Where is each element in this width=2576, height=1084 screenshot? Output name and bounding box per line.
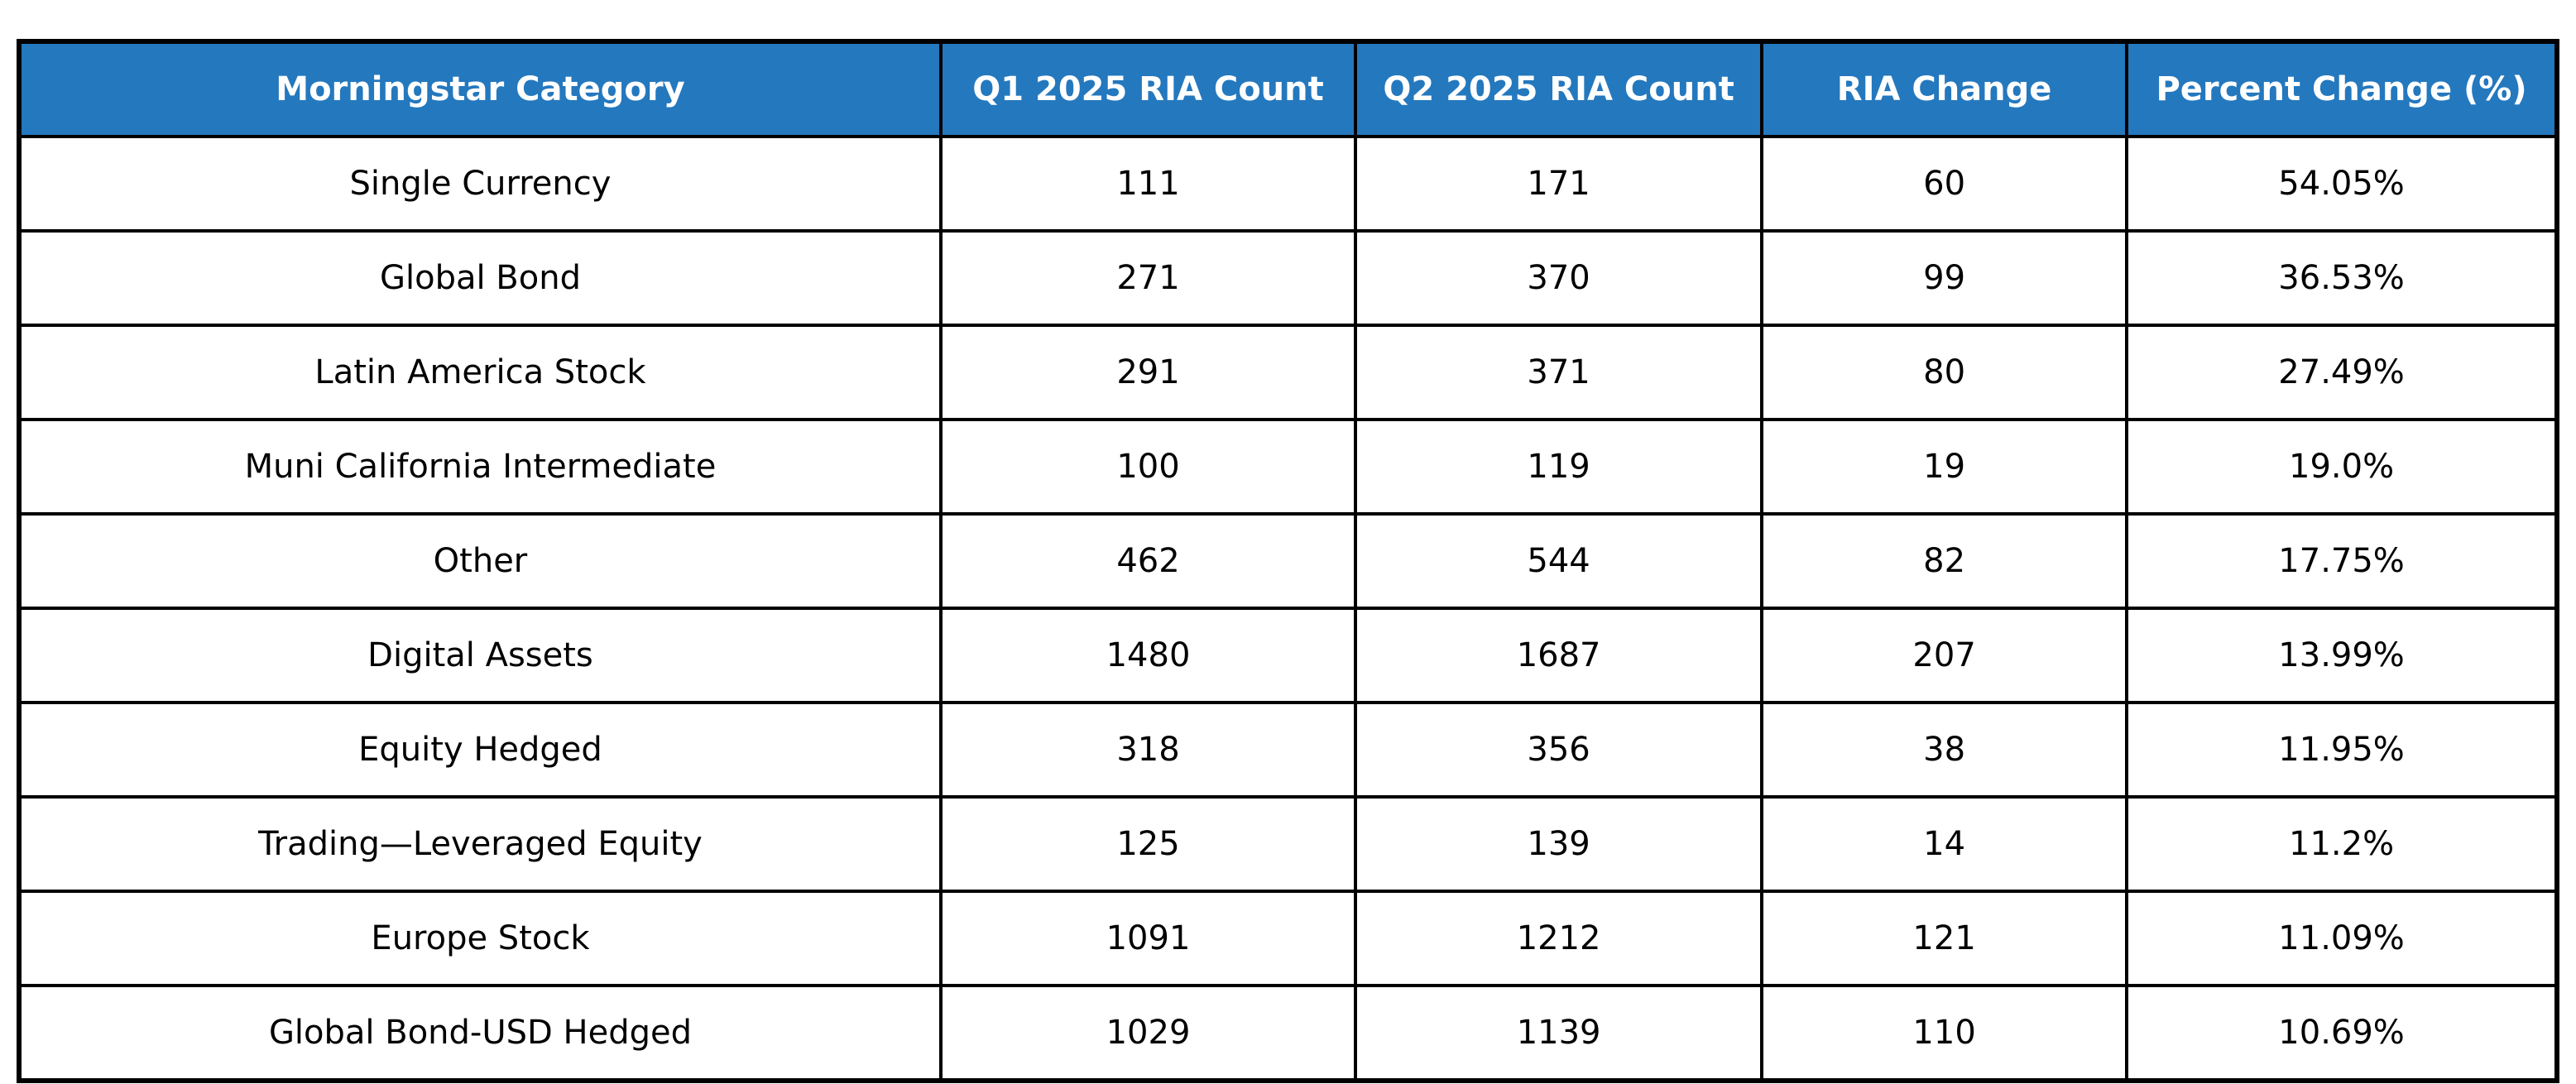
value-cell: 121: [1760, 890, 2129, 987]
category-cell: Other: [17, 512, 943, 610]
value-cell: 54.05%: [2125, 135, 2559, 233]
value-cell: 110: [1760, 984, 2129, 1082]
value-cell: 1029: [938, 984, 1358, 1082]
table-row: Latin America Stock 291 371 80 27.49%: [17, 324, 2559, 421]
value-cell: 38: [1760, 701, 2129, 799]
category-cell: Digital Assets: [17, 607, 943, 704]
table-row: Other 462 544 82 17.75%: [17, 512, 2559, 610]
value-cell: 111: [938, 135, 1358, 233]
value-cell: 371: [1354, 324, 1764, 421]
value-cell: 11.95%: [2125, 701, 2559, 799]
value-cell: 100: [938, 418, 1358, 516]
value-cell: 544: [1354, 512, 1764, 610]
table-row: Trading—Leveraged Equity 125 139 14 11.2%: [17, 795, 2559, 893]
value-cell: 1212: [1354, 890, 1764, 987]
category-cell: Single Currency: [17, 135, 943, 233]
value-cell: 11.09%: [2125, 890, 2559, 987]
column-header: Q2 2025 RIA Count: [1354, 40, 1764, 138]
value-cell: 36.53%: [2125, 229, 2559, 327]
value-cell: 125: [938, 795, 1358, 893]
table-row: Digital Assets 1480 1687 207 13.99%: [17, 607, 2559, 704]
value-cell: 207: [1760, 607, 2129, 704]
value-cell: 462: [938, 512, 1358, 610]
category-cell: Europe Stock: [17, 890, 943, 987]
table-row: Global Bond-USD Hedged 1029 1139 110 10.69%: [17, 984, 2559, 1082]
value-cell: 1687: [1354, 607, 1764, 704]
value-cell: 356: [1354, 701, 1764, 799]
value-cell: 291: [938, 324, 1358, 421]
value-cell: 1091: [938, 890, 1358, 987]
value-cell: 10.69%: [2125, 984, 2559, 1082]
value-cell: 99: [1760, 229, 2129, 327]
value-cell: 17.75%: [2125, 512, 2559, 610]
table-row: Equity Hedged 318 356 38 11.95%: [17, 701, 2559, 799]
column-header: Percent Change (%): [2125, 40, 2559, 138]
ria-count-table: Morningstar Category Q1 2025 RIA Count Q2 …: [17, 39, 2559, 1083]
value-cell: 370: [1354, 229, 1764, 327]
column-header: RIA Change: [1760, 40, 2129, 138]
value-cell: 82: [1760, 512, 2129, 610]
value-cell: 13.99%: [2125, 607, 2559, 704]
table-row: Europe Stock 1091 1212 121 11.09%: [17, 890, 2559, 987]
category-cell: Global Bond-USD Hedged: [17, 984, 943, 1082]
value-cell: 14: [1760, 795, 2129, 893]
value-cell: 119: [1354, 418, 1764, 516]
value-cell: 19: [1760, 418, 2129, 516]
value-cell: 318: [938, 701, 1358, 799]
category-cell: Muni California Intermediate: [17, 418, 943, 516]
table-row: Muni California Intermediate 100 119 19 19.0…: [17, 418, 2559, 516]
column-header: Q1 2025 RIA Count: [938, 40, 1358, 138]
table-header-row: Morningstar Category Q1 2025 RIA Count Q2 …: [17, 40, 2559, 138]
value-cell: 171: [1354, 135, 1764, 233]
value-cell: 11.2%: [2125, 795, 2559, 893]
category-cell: Equity Hedged: [17, 701, 943, 799]
value-cell: 19.0%: [2125, 418, 2559, 516]
category-cell: Trading—Leveraged Equity: [17, 795, 943, 893]
value-cell: 1139: [1354, 984, 1764, 1082]
category-cell: Latin America Stock: [17, 324, 943, 421]
value-cell: 139: [1354, 795, 1764, 893]
value-cell: 271: [938, 229, 1358, 327]
value-cell: 80: [1760, 324, 2129, 421]
value-cell: 27.49%: [2125, 324, 2559, 421]
table-row: Global Bond 271 370 99 36.53%: [17, 229, 2559, 327]
value-cell: 1480: [938, 607, 1358, 704]
column-header: Morningstar Category: [17, 40, 943, 138]
category-cell: Global Bond: [17, 229, 943, 327]
value-cell: 60: [1760, 135, 2129, 233]
table-row: Single Currency 111 171 60 54.05%: [17, 135, 2559, 233]
